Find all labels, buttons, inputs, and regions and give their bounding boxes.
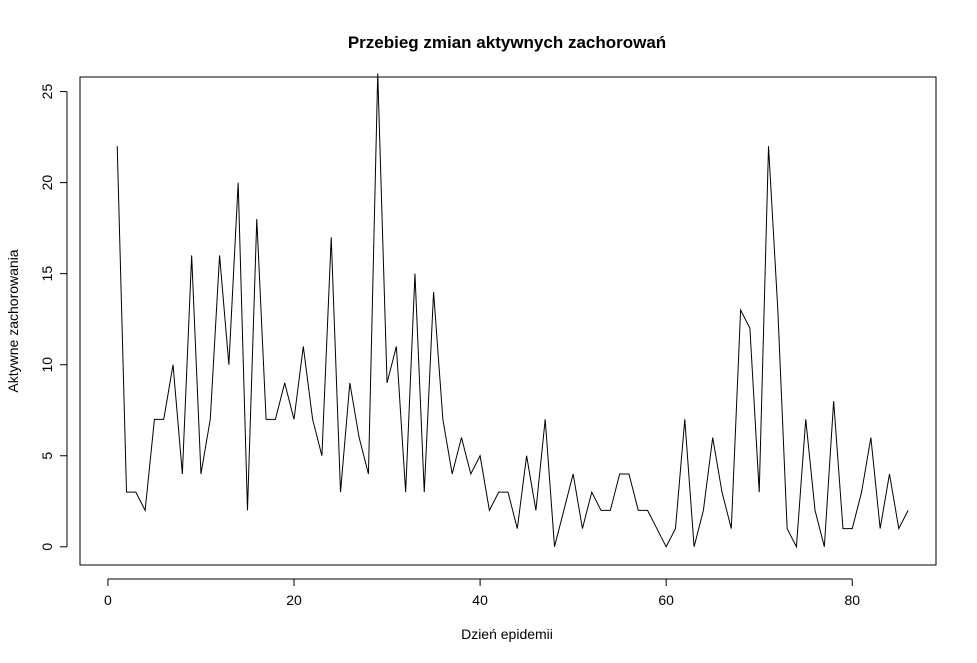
plot-frame [79, 76, 937, 566]
x-axis: 0 20 40 60 80 [104, 578, 860, 608]
x-tick-label: 40 [472, 592, 488, 608]
x-tick-label: 0 [104, 592, 112, 608]
y-axis: 0 5 10 15 20 25 [39, 84, 68, 551]
y-axis-label: Aktywne zachorowania [5, 249, 21, 392]
x-tick-label: 60 [658, 592, 674, 608]
y-tick-label: 0 [39, 543, 55, 551]
y-tick-label: 10 [39, 357, 55, 373]
y-tick-label: 25 [39, 84, 55, 100]
y-tick-label: 20 [39, 175, 55, 191]
series-line-active-cases [116, 73, 909, 549]
chart-title: Przebieg zmian aktywnych zachorowań [348, 33, 666, 52]
x-tick-label: 80 [844, 592, 860, 608]
y-tick-label: 5 [39, 452, 55, 460]
x-tick-label: 20 [286, 592, 302, 608]
y-tick-label: 15 [39, 266, 55, 282]
x-axis-label: Dzień epidemii [461, 626, 553, 642]
